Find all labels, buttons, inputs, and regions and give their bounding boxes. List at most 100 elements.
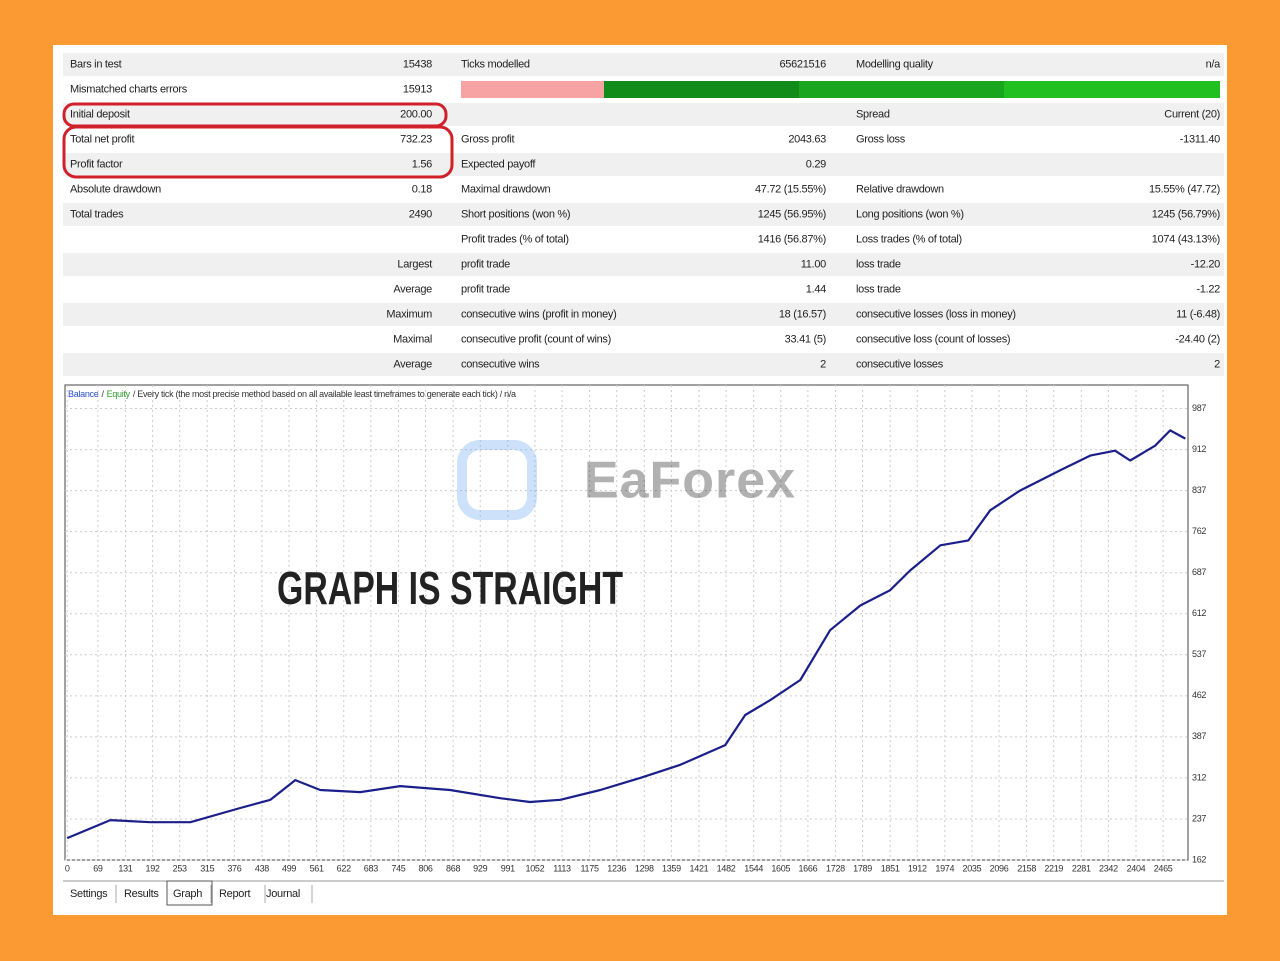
x-tick-label: 69 (93, 863, 103, 873)
cell-text: 18 (16.57) (779, 308, 826, 320)
x-tick-label: 192 (146, 863, 160, 873)
cell-text: -12.20 (1191, 258, 1221, 270)
x-tick-label: 929 (473, 863, 487, 873)
y-tick-label: 162 (1192, 854, 1206, 864)
cell-text: 200.00 (400, 108, 432, 120)
series-line (66, 429, 1186, 840)
cell-text: Average (393, 283, 432, 295)
x-tick-label: 2035 (963, 863, 982, 873)
y-tick-label: 912 (1192, 444, 1206, 454)
x-tick-label: 253 (173, 863, 187, 873)
x-tick-label: 745 (391, 863, 405, 873)
cell-text: Modelling quality (856, 58, 934, 70)
row-bg (63, 328, 1224, 351)
cell-text: 65621516 (779, 58, 826, 70)
cell-text: loss trade (856, 258, 901, 270)
x-tick-label: 376 (227, 863, 241, 873)
row-bg (63, 353, 1224, 376)
x-tick-label: 1113 (553, 863, 571, 873)
quality-bar-green (604, 81, 799, 98)
chart-subtitle: / Every tick (the most precise method ba… (133, 389, 516, 399)
y-tick-label: 837 (1192, 485, 1206, 495)
x-tick-label: 131 (118, 863, 132, 873)
chart-header: Balance / Equity / Every tick (the most pre… (68, 389, 516, 399)
cell-text: 1.56 (412, 158, 432, 170)
tab-bar: Settings Results Graph Report Journal (63, 880, 1224, 906)
x-tick-label: 1482 (717, 863, 736, 873)
cell-text: 1416 (56.87%) (758, 233, 826, 245)
legend-entry: Equity (107, 389, 131, 399)
highlight (62, 125, 454, 179)
cell-text: Maximal drawdown (461, 183, 551, 195)
x-tick-label: 2096 (990, 863, 1009, 873)
chart: 0 69 131 192 253 315 376 438 499 561 622 683 745 806 8… (64, 384, 1207, 873)
x-tick-label: 0 (65, 863, 70, 873)
row-bg (63, 303, 1224, 326)
tab[interactable]: Graph (173, 888, 203, 900)
cell-text: -24.40 (2) (1175, 333, 1220, 345)
cell-text: profit trade (461, 283, 510, 295)
y-tick-label: 462 (1192, 690, 1206, 700)
cell-text: 2490 (409, 208, 432, 220)
y-tick-label: 762 (1192, 526, 1206, 536)
cell-text: profit trade (461, 258, 510, 270)
cell-text: 1245 (56.79%) (1152, 208, 1220, 220)
x-tick-label: 1605 (771, 863, 790, 873)
legend-separator: / (101, 389, 104, 399)
x-tick-label: 1175 (581, 863, 599, 873)
cell-text: Current (20) (1164, 108, 1220, 120)
x-tick-label: 1912 (908, 863, 927, 873)
cell-text: 33.41 (5) (785, 333, 826, 345)
cell-text: Average (393, 358, 432, 370)
cell-text: consecutive loss (count of losses) (856, 333, 1010, 345)
x-tick-label: 2158 (1017, 863, 1036, 873)
y-tick-label: 612 (1192, 608, 1206, 618)
cell-text: 15438 (403, 58, 432, 70)
tab[interactable]: Report (219, 888, 251, 900)
x-tick-label: 315 (200, 863, 214, 873)
cell-text: Spread (856, 108, 890, 120)
cell-text: 2 (820, 358, 826, 370)
cell-text: 1.44 (806, 283, 826, 295)
x-tick-label: 868 (446, 863, 460, 873)
cell-text: 2043.63 (788, 133, 826, 145)
cell-text: 1074 (43.13%) (1152, 233, 1220, 245)
cell-text: loss trade (856, 283, 901, 295)
cell-text: -1311.40 (1180, 133, 1220, 145)
row-bg (63, 278, 1224, 301)
cell-text: Profit factor (70, 158, 123, 170)
cell-text: n/a (1206, 58, 1222, 70)
y-tick-label: 987 (1192, 403, 1206, 413)
tab[interactable]: Journal (266, 888, 300, 900)
cell-text: Total net profit (70, 133, 135, 145)
cell-text: consecutive wins (profit in money) (461, 308, 616, 320)
cell-text: consecutive losses (loss in money) (856, 308, 1016, 320)
cell-text: Gross loss (856, 133, 906, 145)
tab-active (166, 880, 213, 906)
x-tick-label: 2404 (1127, 863, 1146, 873)
row-bg (63, 253, 1224, 276)
report-table: Bars in test 15438 Ticks modelled 65621516 M… (62, 53, 1224, 376)
y-tick-label: 237 (1192, 813, 1206, 823)
cell-text: Profit trades (% of total) (461, 233, 569, 245)
x-tick-label: 2281 (1072, 863, 1091, 873)
tab[interactable]: Results (124, 888, 160, 900)
cell-text: -1.22 (1196, 283, 1220, 295)
cell-text: consecutive losses (856, 358, 944, 370)
tab[interactable]: Settings (70, 888, 108, 900)
x-tick-label: 2219 (1044, 863, 1063, 873)
cell-text: 732.23 (400, 133, 432, 145)
cell-text: Mismatched charts errors (70, 83, 188, 95)
x-tick-label: 1236 (607, 863, 626, 873)
annotation: GRAPH IS STRAIGHT (277, 562, 623, 614)
x-tick-label: 1421 (690, 863, 709, 873)
cell-text: Maximum (386, 308, 432, 320)
cell-text: 0.29 (806, 158, 826, 170)
cell-text: 15.55% (47.72) (1149, 183, 1220, 195)
quality-bar-green (1004, 81, 1220, 98)
y-tick-label: 387 (1192, 731, 1206, 741)
x-tick-label: 561 (310, 863, 324, 873)
legend-entry: Balance (68, 389, 99, 399)
cell-text: Largest (397, 258, 432, 270)
cell-text: 2 (1214, 358, 1220, 370)
